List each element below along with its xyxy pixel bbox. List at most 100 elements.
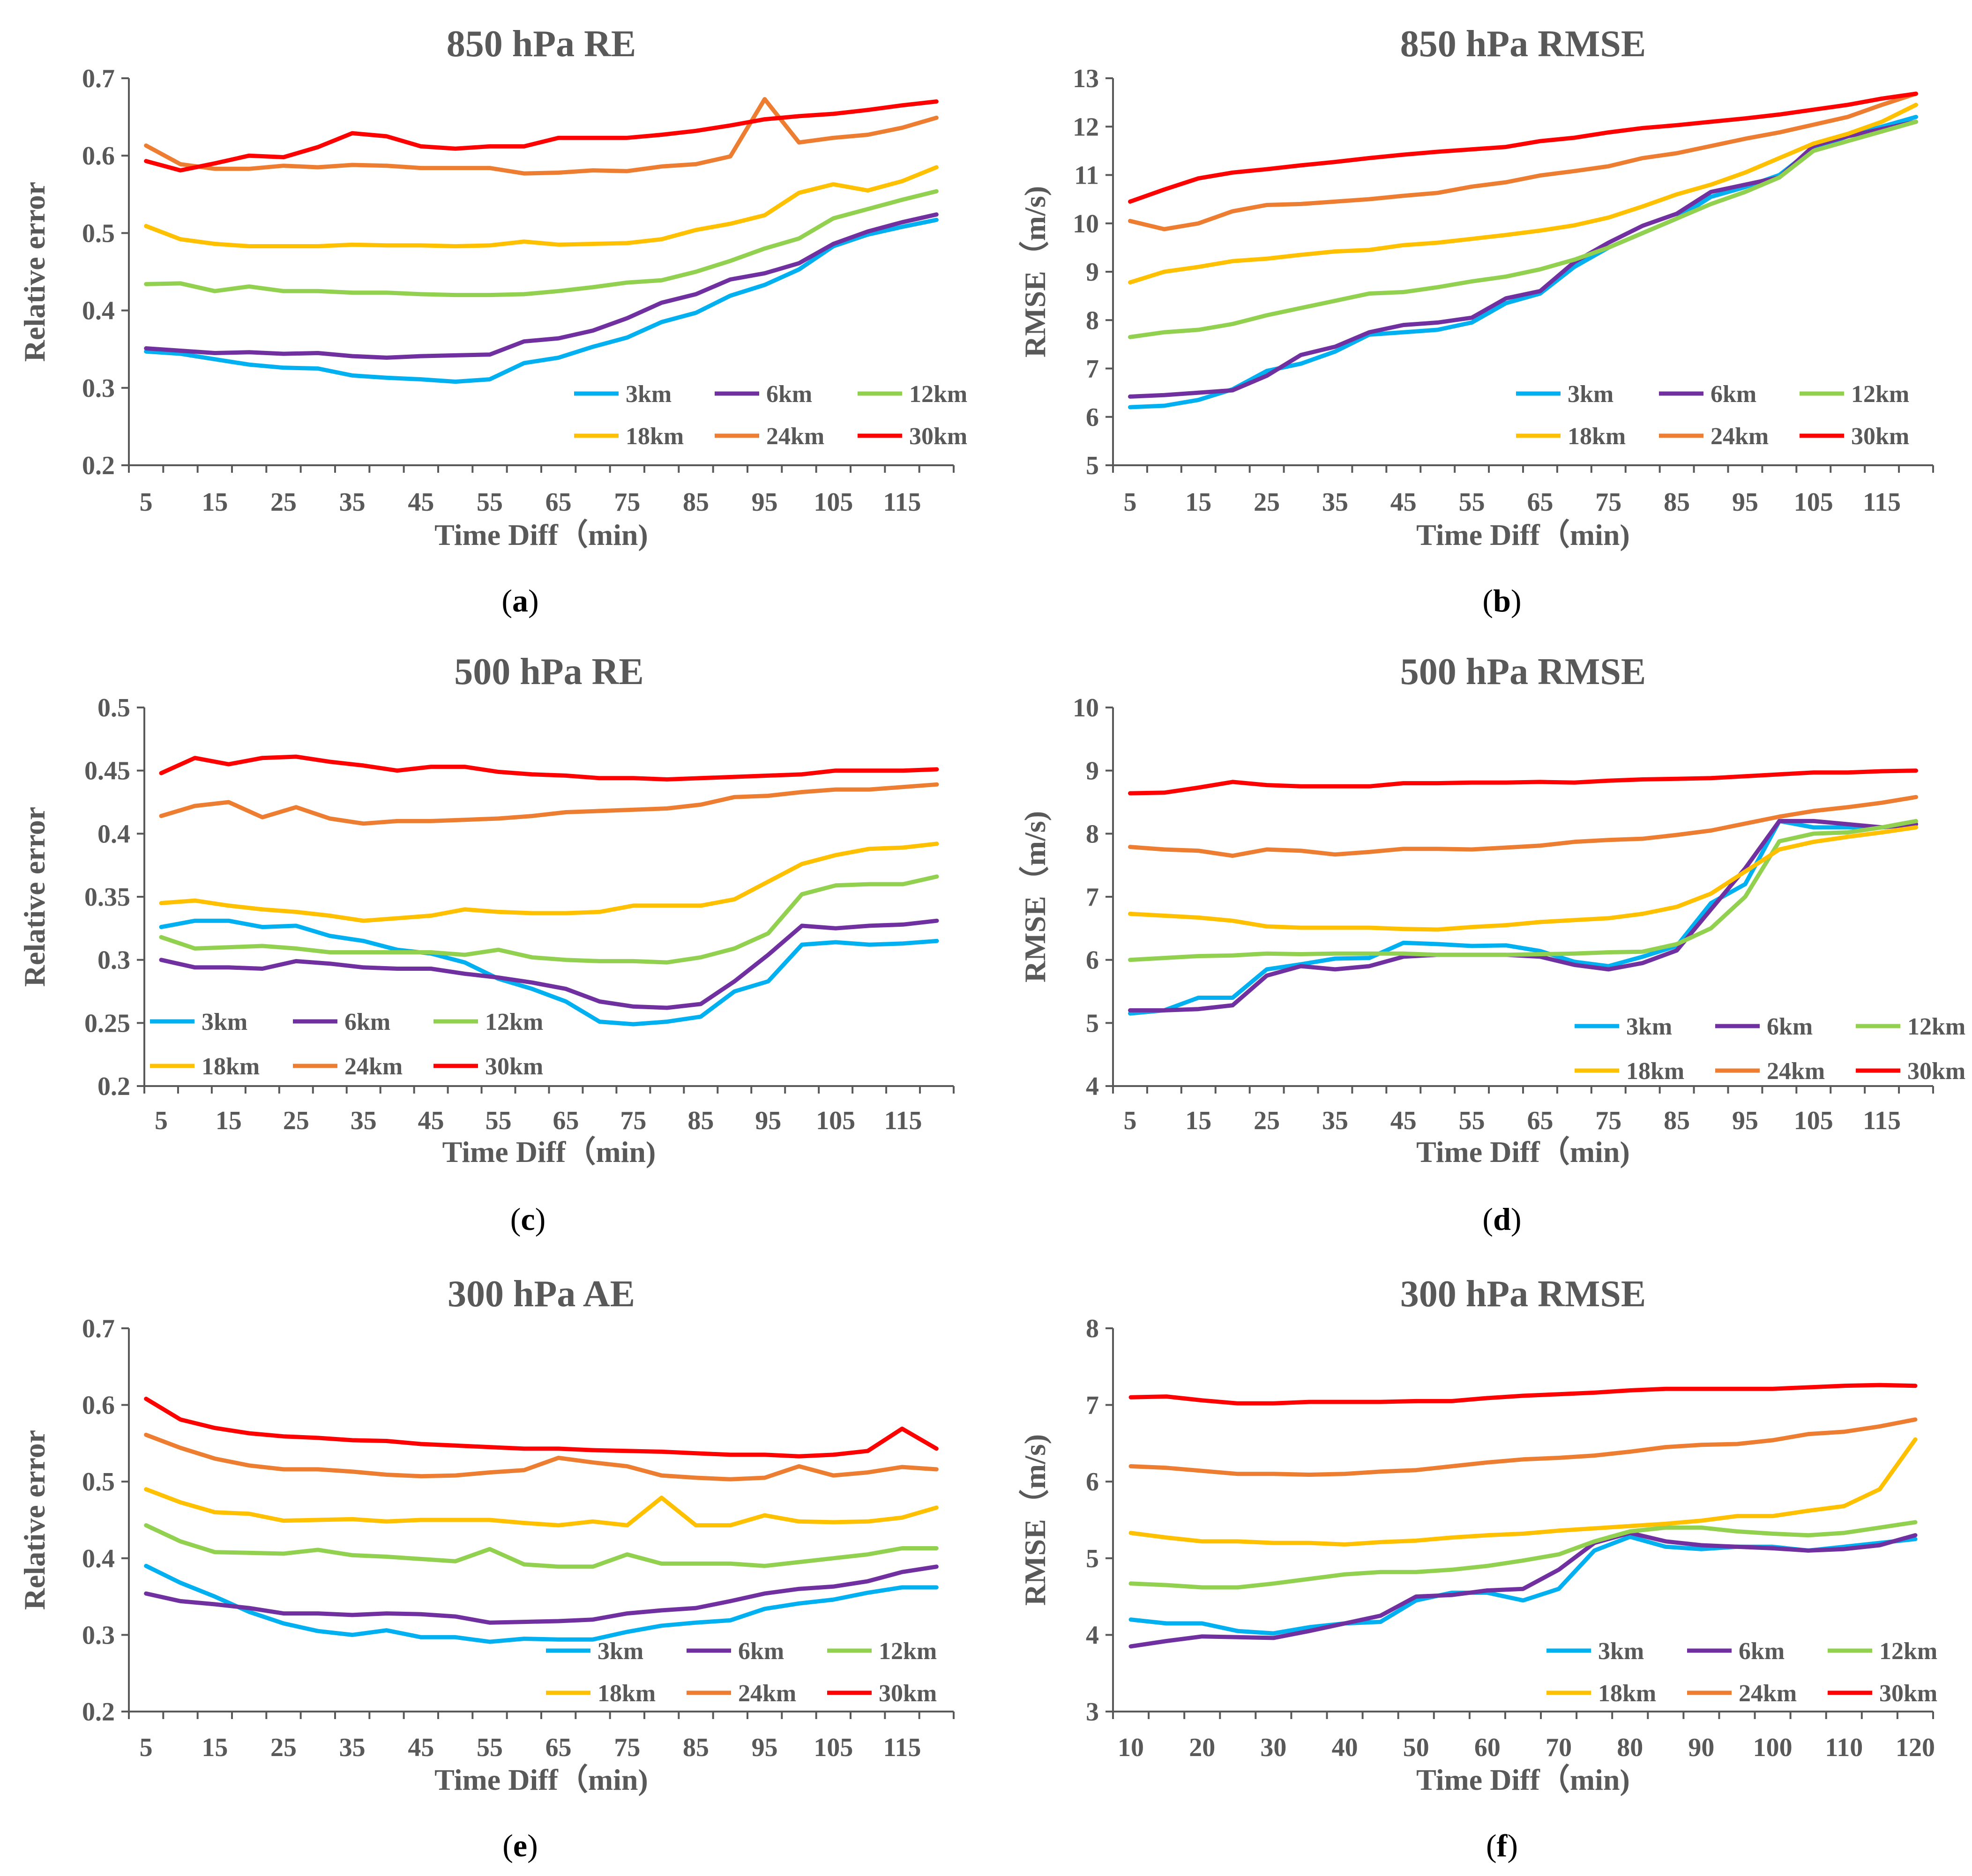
legend-label-30km: 30km (1879, 1680, 1937, 1707)
series-line-30km (1128, 91, 1918, 204)
panel-caption-letter: e (513, 1828, 527, 1863)
x-tick-label: 75 (1595, 488, 1621, 517)
series-line-18km (144, 165, 939, 248)
legend-label-3km: 3km (1626, 1013, 1672, 1040)
y-tick-label: 0.35 (84, 883, 130, 912)
x-tick-label: 55 (477, 1733, 503, 1762)
legend-label-3km: 3km (1568, 381, 1613, 408)
x-tick-label: 95 (755, 1106, 781, 1135)
y-tick-label: 6 (1086, 946, 1099, 975)
x-tick-label: 25 (283, 1106, 309, 1135)
x-tick-label: 85 (687, 1106, 714, 1135)
legend-label-30km: 30km (879, 1680, 937, 1707)
y-tick-label: 5 (1086, 1544, 1099, 1573)
y-tick-label: 9 (1086, 757, 1099, 786)
legend-label-18km: 18km (1598, 1680, 1656, 1707)
x-tick-label: 115 (883, 488, 921, 517)
chart-title: 850 hPa RMSE (1400, 23, 1646, 65)
legend-label-24km: 24km (738, 1680, 796, 1707)
legend-label-30km: 30km (1907, 1058, 1965, 1085)
chart-title: 850 hPa RE (447, 23, 636, 65)
x-tick-label: 35 (1322, 1106, 1348, 1135)
series-line-24km (144, 1432, 939, 1481)
x-tick-label: 75 (620, 1106, 646, 1135)
y-tick-label: 9 (1086, 258, 1099, 287)
y-tick-label: 5 (1086, 451, 1099, 480)
x-tick-label: 85 (683, 488, 709, 517)
y-tick-label: 11 (1074, 161, 1099, 190)
y-axis-label: Relative error (18, 807, 51, 987)
x-tick-label: 25 (1254, 1106, 1280, 1135)
series-line-12km (1128, 119, 1918, 339)
panel-caption-letter: c (521, 1201, 535, 1237)
panel-caption-letter: d (1493, 1201, 1511, 1237)
x-tick-label: 45 (408, 488, 434, 517)
panel-caption: (b) (1482, 583, 1521, 618)
series-line-24km (1128, 91, 1918, 231)
y-tick-label: 0.7 (82, 64, 115, 93)
y-tick-label: 0.4 (82, 1544, 115, 1573)
series-line-30km (144, 99, 939, 173)
panel-caption-letter: a (512, 583, 528, 618)
x-tick-label: 65 (1527, 488, 1553, 517)
legend-label-18km: 18km (626, 423, 684, 450)
x-tick-label: 40 (1332, 1733, 1358, 1762)
panel-caption: (e) (502, 1828, 538, 1863)
panel-caption: (c) (510, 1201, 546, 1237)
series-line-24km (1128, 1417, 1918, 1477)
y-tick-label: 0.5 (82, 219, 115, 248)
legend-label-18km: 18km (202, 1053, 260, 1080)
x-tick-label: 25 (270, 488, 297, 517)
x-tick-label: 55 (1459, 488, 1485, 517)
panel-caption-letter: b (1493, 583, 1511, 618)
x-axis-label: Time Diff（min) (434, 518, 648, 551)
series-line-24km (144, 97, 939, 176)
series-line-30km (144, 1397, 939, 1459)
x-tick-label: 105 (1794, 1106, 1833, 1135)
panel-caption-letter: f (1497, 1828, 1508, 1863)
x-tick-label: 105 (816, 1106, 855, 1135)
y-tick-label: 0.6 (82, 141, 115, 171)
y-tick-label: 7 (1086, 883, 1099, 912)
chart-title: 300 hPa RMSE (1400, 1273, 1646, 1315)
y-tick-label: 10 (1073, 693, 1099, 722)
y-tick-label: 7 (1086, 355, 1099, 384)
x-tick-label: 105 (814, 1733, 853, 1762)
series-line-24km (159, 782, 939, 826)
x-tick-label: 25 (1254, 488, 1280, 517)
legend-label-12km: 12km (1851, 381, 1909, 408)
y-tick-label: 0.25 (84, 1009, 130, 1038)
chart-title: 500 hPa RMSE (1400, 651, 1646, 692)
series-line-3km (159, 918, 939, 1027)
chart-panel-c: 500 hPa RE 0.2 0.25 0.3 0.35 0.4 0.45 0.5 5 15 25 3… (18, 651, 955, 1237)
legend-label-12km: 12km (909, 381, 967, 408)
legend-label-12km: 12km (879, 1638, 937, 1665)
x-tick-label: 115 (883, 1733, 921, 1762)
y-axis-label: Relative error (18, 1430, 51, 1610)
series-line-30km (1128, 1383, 1918, 1406)
series-line-12km (1128, 819, 1918, 962)
panel-caption: (f) (1486, 1828, 1518, 1863)
x-tick-label: 75 (614, 488, 640, 517)
x-tick-label: 35 (351, 1106, 377, 1135)
x-tick-label: 55 (486, 1106, 512, 1135)
legend-label-24km: 24km (344, 1053, 403, 1080)
legend-label-3km: 3km (626, 381, 672, 408)
y-axis-label: RMSE（m/s) (1018, 186, 1052, 357)
panel-caption: (a) (501, 583, 538, 618)
y-tick-label: 0.2 (82, 1697, 115, 1727)
y-tick-label: 0.5 (82, 1467, 115, 1496)
x-tick-label: 75 (614, 1733, 640, 1762)
series-line-6km (1128, 1531, 1918, 1649)
series-line-3km (1128, 819, 1918, 1016)
x-tick-label: 25 (270, 1733, 297, 1762)
chart-title: 300 hPa AE (448, 1273, 635, 1315)
x-tick-label: 55 (1459, 1106, 1485, 1135)
x-axis-label: Time Diff（min) (442, 1135, 656, 1169)
x-tick-label: 50 (1403, 1733, 1429, 1762)
x-tick-label: 115 (1863, 488, 1901, 517)
legend-label-6km: 6km (1711, 381, 1756, 408)
series-line-3km (144, 217, 939, 384)
series-line-18km (1128, 103, 1918, 285)
x-tick-label: 5 (1123, 1106, 1136, 1135)
